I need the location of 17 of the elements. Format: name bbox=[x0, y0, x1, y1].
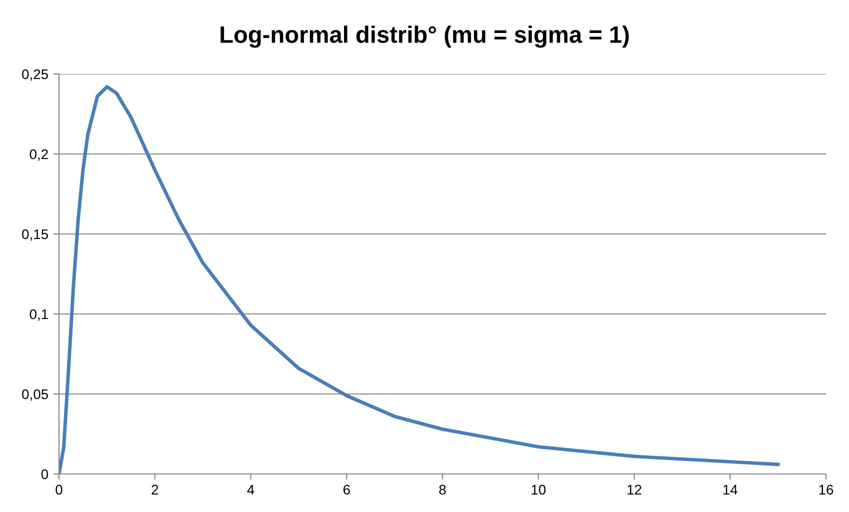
x-tick-label: 4 bbox=[247, 484, 254, 494]
x-tick-label: 12 bbox=[628, 484, 642, 494]
y-tick-label: 0,2 bbox=[30, 149, 48, 161]
y-tick-label: 0,1 bbox=[30, 309, 48, 321]
x-tick-label: 6 bbox=[343, 484, 350, 495]
x-tick-label: 0 bbox=[56, 484, 62, 495]
line-series bbox=[59, 85, 780, 474]
x-tick-label: 2 bbox=[152, 484, 158, 494]
y-tick-label: 0 bbox=[41, 469, 48, 480]
x-tick-label: 10 bbox=[532, 484, 546, 495]
x-tick-label: 16 bbox=[819, 484, 834, 495]
y-tick-label: 0,25 bbox=[22, 69, 48, 81]
x-tick-label: 8 bbox=[439, 484, 446, 495]
chart-title: Log-normal distrib° (mu = sigma = 1) bbox=[220, 26, 629, 48]
y-tick-label: 0,15 bbox=[22, 229, 48, 241]
x-tick-label: 14 bbox=[723, 484, 738, 494]
y-tick-label: 0,05 bbox=[22, 389, 48, 401]
